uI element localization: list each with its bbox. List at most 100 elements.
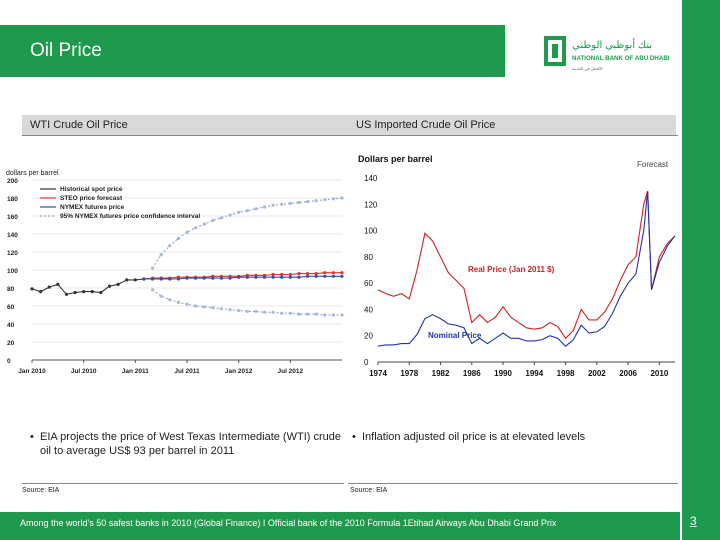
wti-point-ci-lower: [331, 313, 335, 317]
wti-point-ci-lower: [185, 302, 189, 306]
page-title: Oil Price: [30, 40, 102, 61]
wti-point-ci-upper: [323, 198, 327, 202]
wti-point-ci-lower: [262, 310, 267, 314]
wti-point-ci-lower: [211, 306, 215, 310]
oil-ytick-label: 100: [364, 227, 378, 236]
right-panel-title: US Imported Crude Oil Price: [348, 115, 676, 135]
wti-series-ci-upper: [152, 197, 343, 269]
right-source-rule: [348, 483, 678, 484]
wti-point-nymex: [150, 277, 155, 281]
left-panel-rule: [22, 135, 352, 136]
wti-xtick-label: Jul 2011: [174, 368, 200, 375]
wti-point-nymex: [331, 274, 335, 278]
legend-historical: Historical spot price: [60, 186, 123, 193]
logo-graphic: بنك أبوظبي الوطني NATIONAL BANK OF ABU D…: [544, 36, 670, 71]
wti-point-ci-lower: [159, 294, 163, 298]
left-bullet-text: EIA projects the price of West Texas Int…: [40, 431, 341, 457]
wti-point-ci-upper: [168, 244, 172, 248]
wti-point-ci-upper: [314, 199, 318, 203]
wti-point-nymex: [271, 275, 275, 279]
wti-point-steo: [323, 271, 327, 275]
wti-point-ci-upper: [297, 200, 301, 205]
right-stripe: [680, 0, 720, 540]
wti-point-historical: [90, 290, 94, 294]
left-panel-title: WTI Crude Oil Price: [22, 115, 352, 135]
wti-point-historical: [47, 285, 51, 289]
wti-point-historical: [30, 287, 34, 291]
oil-xtick-label: 1974: [369, 369, 387, 378]
wti-point-historical: [56, 282, 60, 286]
wti-point-ci-lower: [202, 305, 206, 309]
wti-point-ci-upper: [245, 209, 249, 213]
real-price-label: Real Price (Jan 2011 $): [468, 265, 555, 274]
wti-point-nymex: [297, 275, 301, 279]
wti-point-nymex: [194, 276, 198, 280]
wti-xtick-label: Jan 2011: [122, 368, 149, 375]
wti-point-ci-lower: [168, 298, 172, 302]
imported-oil-chart: Dollars per barrel Forecast 0 20 40 60 80 100…: [358, 154, 676, 378]
wti-ytick-label: 180: [7, 196, 18, 203]
wti-point-nymex: [323, 274, 327, 278]
legend-ci: 95% NYMEX futures price confidence inter…: [60, 213, 200, 220]
wti-xtick-label: Jan 2012: [225, 368, 253, 375]
wti-point-ci-lower: [271, 310, 275, 314]
wti-point-nymex: [159, 277, 163, 281]
right-bullet: • Inflation adjusted oil price is at ele…: [352, 430, 672, 444]
bank-logo: بنك أبوظبي الوطني NATIONAL BANK OF ABU D…: [518, 28, 678, 80]
wti-point-nymex: [185, 276, 189, 280]
wti-point-ci-upper: [262, 205, 267, 209]
wti-point-ci-upper: [159, 253, 163, 257]
wti-ytick-label: 140: [7, 232, 18, 239]
wti-point-nymex: [168, 277, 172, 281]
oil-ytick-label: 60: [364, 279, 373, 288]
wti-ytick-label: 0: [7, 358, 11, 365]
wti-point-ci-lower: [254, 309, 258, 313]
oil-ytick-label: 80: [364, 253, 373, 262]
right-source: Source: EIA: [350, 487, 388, 494]
wti-point-ci-upper: [150, 266, 155, 270]
wti-point-nymex: [254, 275, 258, 279]
wti-point-historical: [99, 290, 103, 295]
wti-point-nymex: [176, 277, 180, 281]
oil-xtick-label: 2010: [650, 369, 668, 378]
oil-series-real: [377, 190, 676, 340]
oil-xtick-label: 1998: [557, 369, 575, 378]
oil-xtick-label: 1994: [525, 369, 543, 378]
wti-point-nymex: [202, 276, 206, 280]
logo-arabic: بنك أبوظبي الوطني: [572, 38, 652, 51]
page-number[interactable]: 3: [690, 514, 697, 528]
wti-ytick-label: 200: [7, 178, 18, 185]
header-bar: [0, 25, 505, 77]
footer-text: Among the world's 50 safest banks in 201…: [20, 518, 557, 528]
wti-point-ci-upper: [202, 222, 206, 226]
wti-point-historical: [133, 278, 137, 282]
right-bullet-text: Inflation adjusted oil price is at eleva…: [362, 431, 586, 443]
oil-ytick-label: 140: [364, 174, 378, 183]
wti-point-ci-upper: [305, 200, 310, 204]
wti-point-steo: [314, 272, 318, 276]
wti-point-nymex: [228, 276, 232, 280]
wti-point-ci-lower: [237, 308, 241, 313]
wti-ytick-label: 100: [7, 268, 18, 275]
wti-point-nymex: [288, 275, 292, 279]
wti-point-ci-upper: [194, 226, 198, 230]
wti-point-ci-lower: [280, 311, 284, 315]
wti-point-steo: [288, 272, 292, 277]
legend-nymex: NYMEX futures price: [60, 204, 125, 211]
wti-point-steo: [297, 272, 301, 276]
right-panel-rule: [348, 135, 678, 136]
wti-point-ci-lower: [314, 312, 318, 316]
wti-point-ci-upper: [331, 197, 335, 201]
wti-ytick-label: 40: [7, 322, 15, 329]
wti-point-nymex: [142, 277, 146, 281]
wti-point-historical: [73, 290, 77, 295]
wti-xtick-label: Jan 2010: [18, 368, 46, 375]
wti-point-ci-lower: [219, 307, 224, 311]
wti-point-nymex: [314, 274, 318, 278]
wti-point-ci-lower: [194, 304, 198, 308]
wti-series-ci-lower: [152, 289, 342, 316]
legend-steo: STEO price forecast: [60, 195, 123, 202]
wti-point-steo: [340, 271, 344, 275]
wti-point-historical: [125, 278, 129, 282]
wti-point-ci-lower: [245, 309, 249, 313]
